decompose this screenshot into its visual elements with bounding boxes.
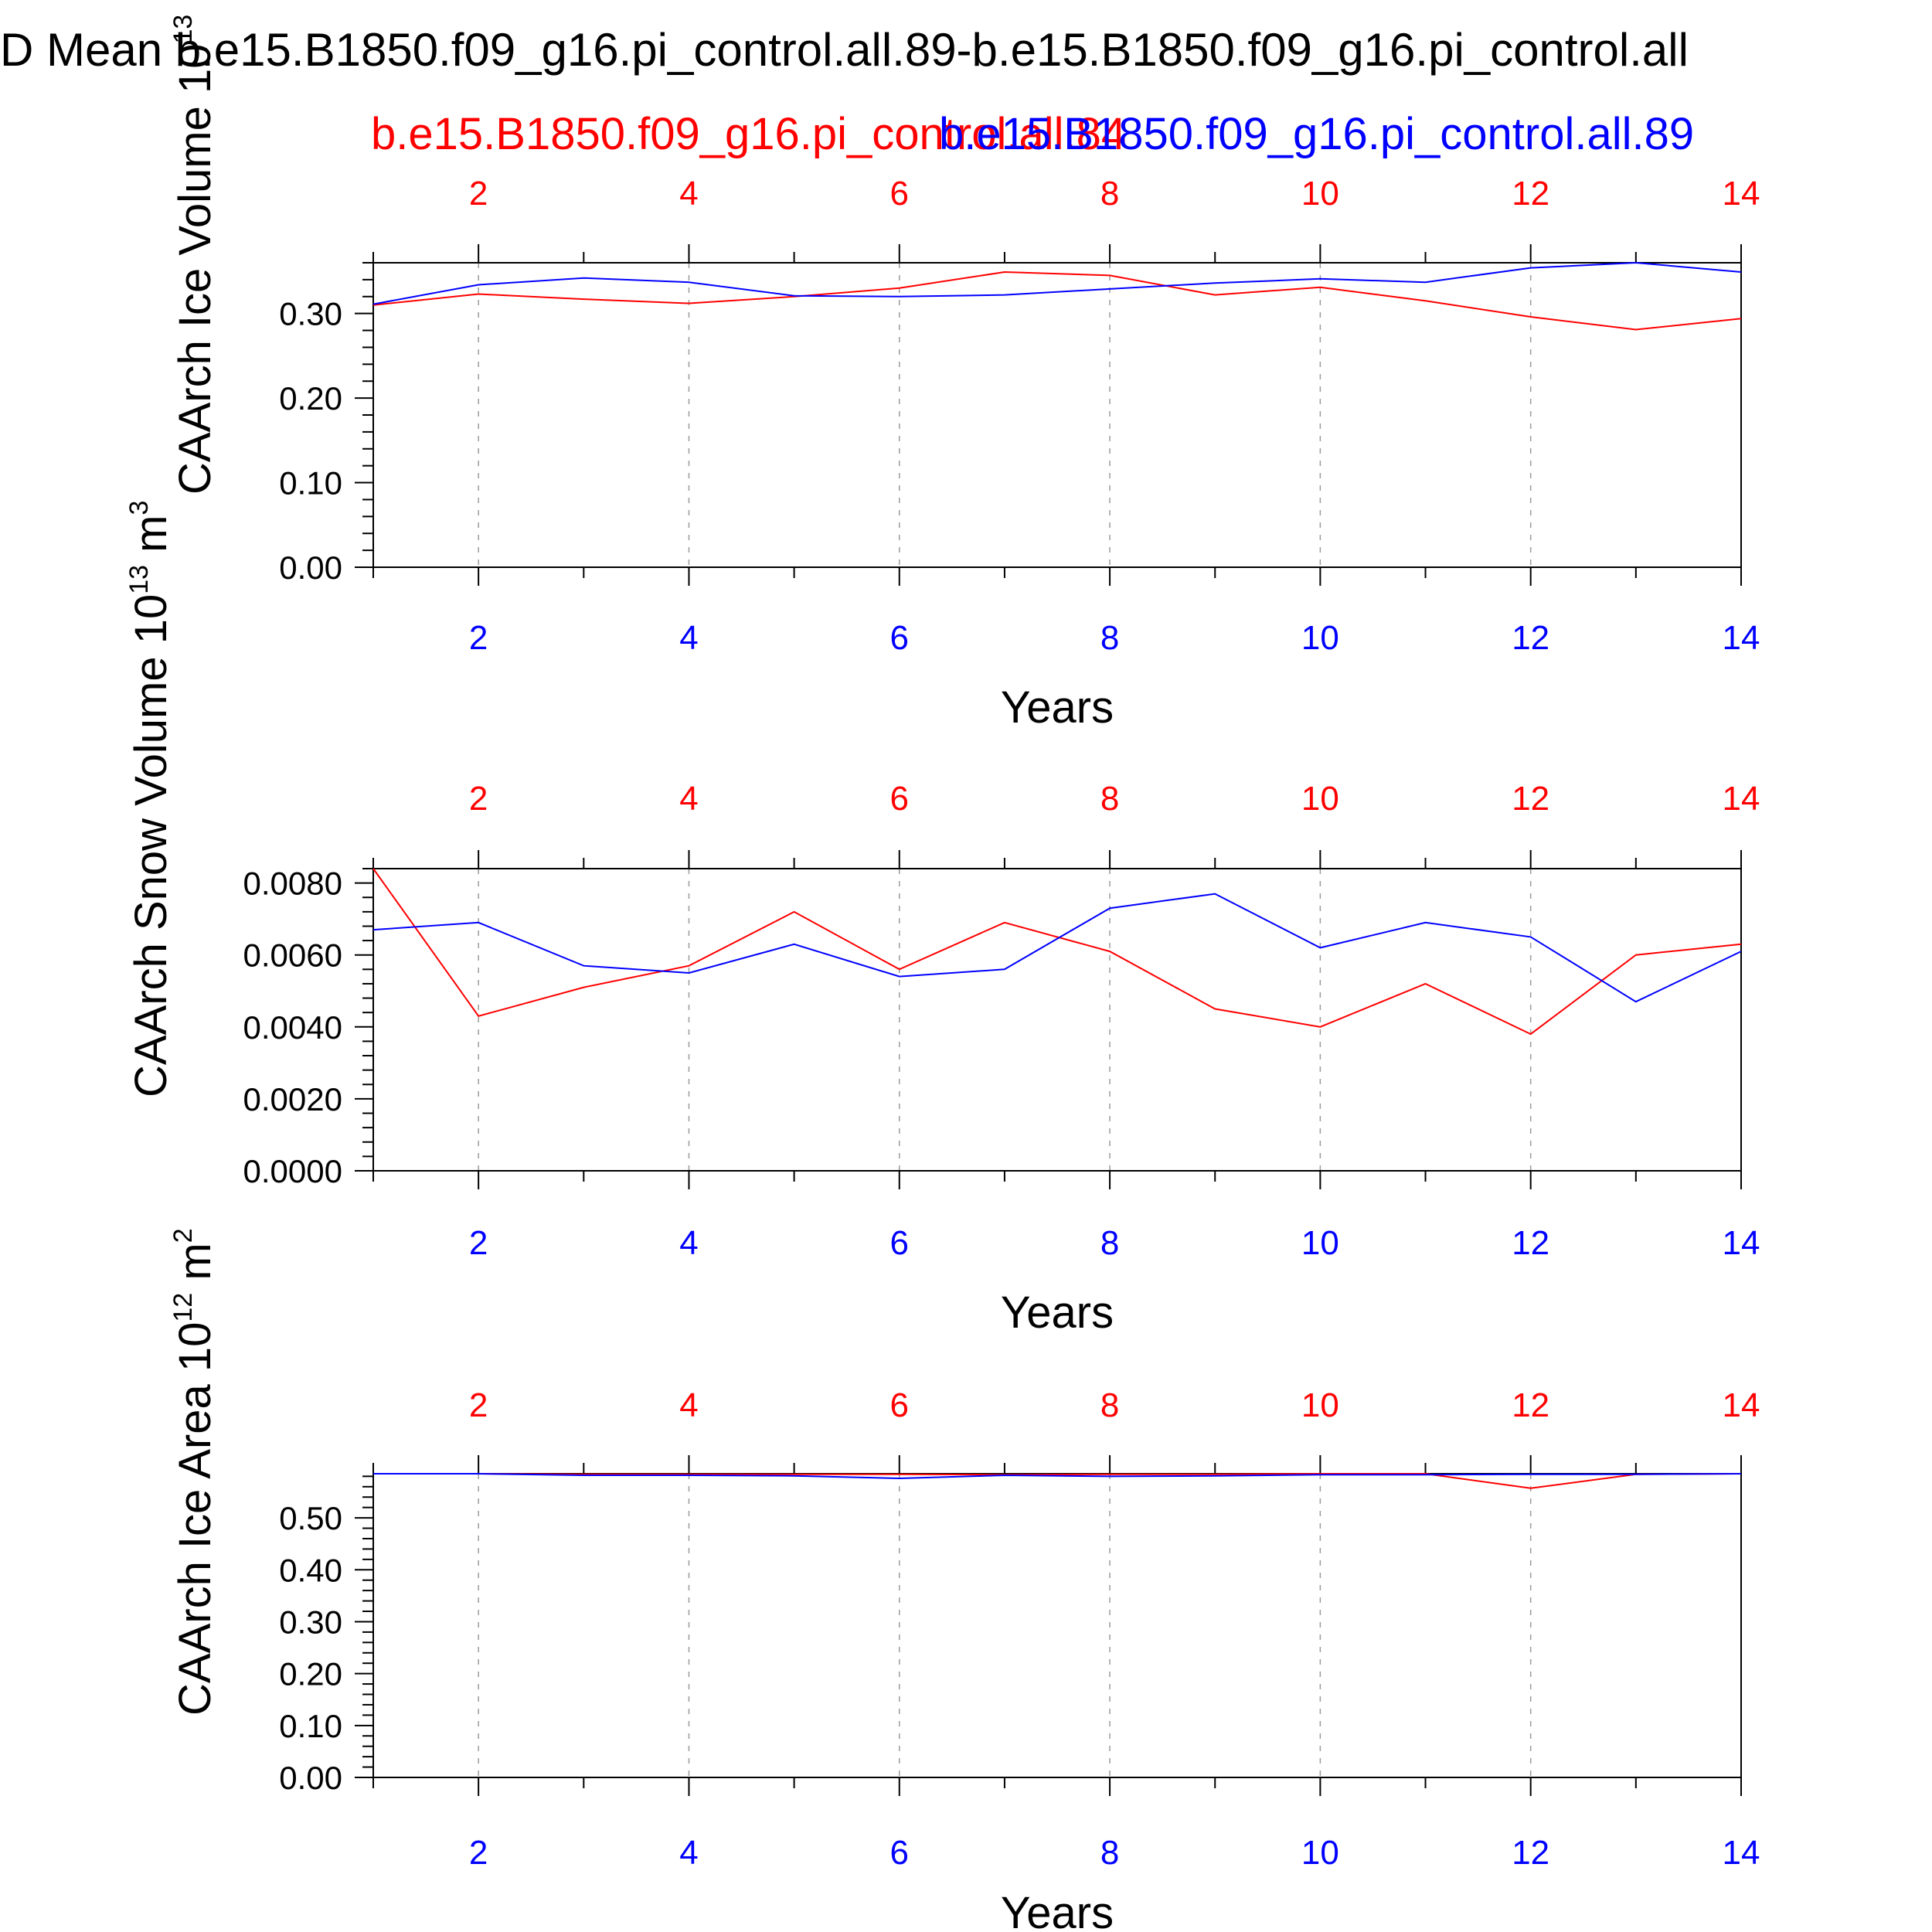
y-tick-label: 0.0000: [243, 1153, 342, 1189]
y-tick-label: 0.20: [279, 1656, 342, 1692]
figure-title: D Mean b.e15.B1850.f09_g16.pi_control.al…: [0, 24, 1689, 76]
x-tick-label-top: 2: [469, 1386, 488, 1424]
y-axis-label: CAArch Ice Volume 1013 m3: [168, 0, 220, 495]
y-axis-label-text: CAArch Ice Area 10: [170, 1322, 220, 1716]
x-tick-label-bottom: 10: [1301, 1834, 1339, 1872]
y-axis-label-text: CAArch Snow Volume 10: [126, 594, 176, 1097]
x-tick-label-bottom: 14: [1723, 1834, 1760, 1872]
y-tick-label: 0.20: [279, 380, 342, 417]
x-tick-label-top: 12: [1512, 175, 1549, 213]
x-tick-label-bottom: 6: [890, 1834, 909, 1872]
y-tick-label: 0.30: [279, 1604, 342, 1640]
y-tick-label: 0.0060: [243, 937, 342, 974]
x-tick-label-bottom: 2: [469, 619, 488, 657]
plot-frame: [372, 262, 1742, 568]
y-axis-unit: m: [126, 515, 176, 565]
x-tick-label-bottom: 8: [1100, 619, 1119, 657]
x-tick-label-top: 14: [1723, 175, 1760, 213]
x-tick-label-bottom: 6: [890, 1224, 909, 1262]
x-tick-label-bottom: 12: [1512, 619, 1549, 657]
y-tick-label: 0.00: [279, 1760, 342, 1796]
x-tick-label-top: 4: [679, 175, 698, 213]
y-tick-label: 0.40: [279, 1552, 342, 1588]
panel-1: 2 2 4 4 6 6 8 8 10 10 12 12 14 14 0.00 0.10 0.20 0.30 Year…: [168, 0, 1760, 733]
x-tick-label-top: 8: [1100, 1386, 1119, 1424]
y-tick-label: 0.50: [279, 1500, 342, 1536]
x-tick-label-top: 2: [469, 780, 488, 818]
plot-frame: [372, 1473, 1742, 1778]
x-tick-label-bottom: 4: [679, 619, 698, 657]
x-tick-label-top: 2: [469, 175, 488, 213]
x-tick-label-bottom: 6: [890, 619, 909, 657]
x-tick-label-bottom: 12: [1512, 1224, 1549, 1262]
y-tick-label: 0.10: [279, 465, 342, 502]
x-tick-label-bottom: 2: [469, 1834, 488, 1872]
panel-3: 2 2 4 4 6 6 8 8 10 10 12 12 14 14 0.00 0.10 0.20 0.30 0.40…: [168, 1228, 1760, 1932]
series-line-b: [373, 1473, 1742, 1480]
x-tick-label-top: 12: [1512, 780, 1549, 818]
plot-frame: [372, 868, 1742, 1172]
y-axis-label-text: CAArch Ice Volume 10: [170, 43, 220, 495]
series-line-a: [373, 1473, 1742, 1489]
x-tick-label-top: 8: [1100, 175, 1119, 213]
x-tick-label-bottom: 4: [679, 1224, 698, 1262]
top-legend-series-a: b.e15.B1850.f09_g16.pi_control.all.84: [371, 109, 1126, 159]
x-tick-label-bottom: 10: [1301, 1224, 1339, 1262]
x-tick-label-top: 4: [679, 1386, 698, 1424]
y-tick-label: 0.0020: [243, 1081, 342, 1117]
y-axis-unit-exponent: 13: [168, 15, 198, 44]
series-line-b: [372, 893, 1742, 1003]
x-tick-label-top: 4: [679, 780, 698, 818]
y-axis-unit: m: [170, 0, 220, 15]
x-tick-label-top: 10: [1301, 175, 1339, 213]
y-axis-unit-exponent: 12: [168, 1293, 198, 1322]
y-axis-label: CAArch Snow Volume 1013 m3: [124, 501, 176, 1097]
y-axis-unit-power: 2: [168, 1228, 198, 1243]
x-tick-label-bottom: 8: [1100, 1224, 1119, 1262]
y-tick-label: 0.10: [279, 1708, 342, 1744]
series-line-a: [372, 868, 1742, 1036]
x-tick-label-bottom: 10: [1301, 619, 1339, 657]
x-tick-label-top: 10: [1301, 780, 1339, 818]
x-axis-label: Years: [1001, 682, 1114, 733]
y-axis-unit: m: [170, 1243, 220, 1292]
x-tick-label-top: 8: [1100, 780, 1119, 818]
x-tick-label-bottom: 2: [469, 1224, 488, 1262]
y-axis-unit-power: 3: [124, 501, 154, 515]
series-line-a: [372, 270, 1742, 331]
x-tick-label-top: 10: [1301, 1386, 1339, 1424]
x-tick-label-bottom: 8: [1100, 1834, 1119, 1872]
y-axis-unit-exponent: 13: [124, 565, 154, 594]
y-axis-label: CAArch Ice Area 1012 m2: [168, 1228, 220, 1716]
y-tick-label: 0.00: [279, 549, 342, 586]
y-tick-label: 0.30: [279, 296, 342, 332]
x-tick-label-top: 6: [890, 175, 909, 213]
x-tick-label-bottom: 14: [1723, 1224, 1760, 1262]
x-tick-label-top: 6: [890, 780, 909, 818]
x-axis-label: Years: [1001, 1888, 1114, 1932]
x-tick-label-top: 6: [890, 1386, 909, 1424]
x-tick-label-bottom: 14: [1723, 619, 1760, 657]
x-tick-label-top: 14: [1723, 1386, 1760, 1424]
x-tick-label-top: 12: [1512, 1386, 1549, 1424]
panel-2: 2 2 4 4 6 6 8 8 10 10 12 12 14 14 0.0000 0.0020 0.0040 0.…: [124, 501, 1760, 1338]
series-line-b: [372, 261, 1742, 305]
x-axis-label: Years: [1001, 1287, 1114, 1338]
x-tick-label-top: 14: [1723, 780, 1760, 818]
y-tick-label: 0.0040: [243, 1009, 342, 1046]
x-tick-label-bottom: 12: [1512, 1834, 1549, 1872]
x-tick-label-bottom: 4: [679, 1834, 698, 1872]
y-tick-label: 0.0080: [243, 866, 342, 902]
top-legend-series-b: b.e15.B1850.f09_g16.pi_control.all.89: [939, 109, 1694, 159]
